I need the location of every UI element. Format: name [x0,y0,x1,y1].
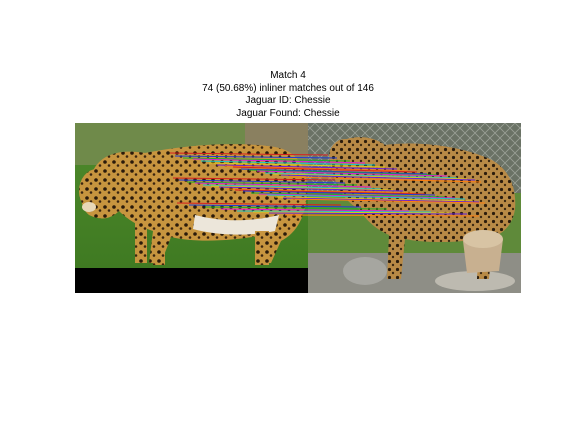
right-jaguar-image [308,123,521,293]
left-padding-bar [75,268,308,293]
match-canvas [75,123,521,293]
title-inlier-summary: 74 (50.68%) inliner matches out of 146 [202,82,374,94]
inlier-match-lines [169,152,486,217]
title-jaguar-id: Jaguar ID: Chessie [245,95,331,106]
left-jaguar-image [75,123,308,268]
title-jaguar-found: Jaguar Found: Chessie [236,107,340,119]
figure-title: Match 4 74 (50.68%) inliner matches out … [0,70,576,120]
match-figure [75,123,521,293]
title-match-number: Match 4 [270,70,306,81]
